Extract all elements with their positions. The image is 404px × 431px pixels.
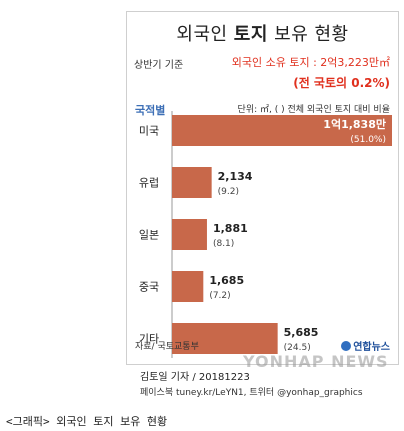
percent-label: (9.2) xyxy=(218,187,239,197)
bar-0 xyxy=(172,115,392,146)
category-header: 국적별 xyxy=(135,104,166,117)
category-label: 일본 xyxy=(139,228,159,242)
bar-chart: 미국 1억1,838만 (51.0%) 유럽 2,134 (9.2) 일본 1,881 (8.1… xyxy=(139,111,392,358)
value-label: 5,685 xyxy=(284,326,319,339)
value-label: 1억1,838만 xyxy=(323,117,386,131)
bar-4 xyxy=(172,323,278,354)
chart-title: 외국인 토지 보유 현황 xyxy=(176,24,349,45)
social-links: 페이스북 tuney.kr/LeYN1, 트위터 @yonhap_graphic… xyxy=(140,388,363,398)
unit-note: 단위: ㎡, ( ) 전체 외국인 토지 대비 비율 xyxy=(237,105,390,115)
basis-note: 상반기 기준 xyxy=(134,60,184,71)
percent-label: (51.0%) xyxy=(350,135,386,145)
percent-label: (8.1) xyxy=(213,239,234,249)
category-label: 미국 xyxy=(139,125,159,138)
total-area: 외국인 소유 토지 : 2억3,223만㎡ xyxy=(231,56,390,69)
yonhap-logo: 연합뉴스 xyxy=(341,338,390,353)
national-share: (전 국토의 0.2%) xyxy=(293,76,390,90)
infographic-card: 외국인 토지 보유 현황 상반기 기준 외국인 소유 토지 : 2억3,223만… xyxy=(126,11,399,365)
percent-label: (24.5) xyxy=(284,343,311,353)
caption: <그래픽> 외국인 토지 보유 현황 xyxy=(6,415,168,428)
value-label: 1,685 xyxy=(209,274,244,287)
bar-1 xyxy=(172,167,212,198)
value-label: 1,881 xyxy=(213,222,248,235)
category-label: 유럽 xyxy=(139,176,159,190)
bar-2 xyxy=(172,219,207,250)
byline: 김토일 기자 / 20181223 xyxy=(140,372,250,383)
percent-label: (7.2) xyxy=(209,291,230,301)
bar-3 xyxy=(172,271,204,302)
watermark: YONHAP NEWS xyxy=(243,352,389,371)
logo-icon xyxy=(341,341,352,351)
value-label: 2,134 xyxy=(218,170,253,183)
category-label: 중국 xyxy=(139,281,159,294)
source-note: 자료/ 국토교통부 xyxy=(135,342,199,352)
category-label: 기타 xyxy=(139,333,159,346)
